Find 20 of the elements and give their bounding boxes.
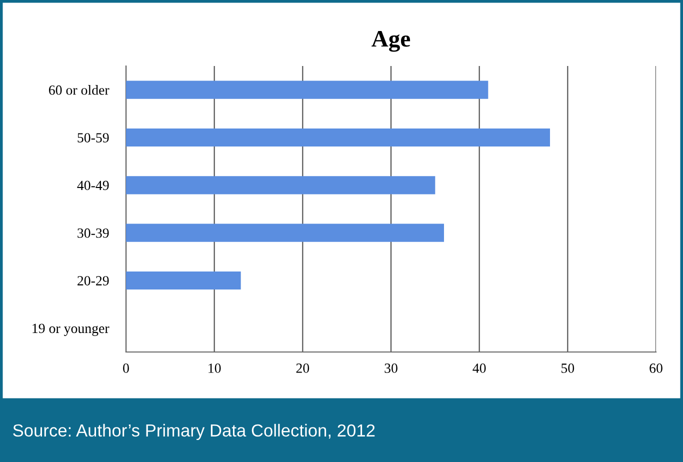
y-tick-label: 20-29: [78, 276, 109, 286]
x-tick-label: 60: [650, 364, 662, 373]
bar: [126, 80, 488, 99]
bar: [126, 176, 436, 194]
x-tick-label: 30: [384, 364, 398, 373]
source-note: Source: Author’s Primary Data Collection, 2012: [13, 424, 375, 440]
x-tick-label: 40: [472, 364, 486, 373]
y-tick-label: 60 or older: [48, 85, 110, 95]
x-tick-label: 50: [562, 364, 574, 373]
y-tick-label: 30-39: [78, 228, 109, 238]
y-tick-label: 40-49: [77, 180, 109, 190]
y-tick-label: 19 or younger: [32, 324, 110, 336]
chart-title: Age: [372, 30, 410, 52]
y-tick-label: 50-59: [78, 133, 109, 142]
x-tick-label: 0: [123, 364, 129, 373]
x-tick-label: 20: [296, 364, 310, 373]
bar: [126, 224, 444, 242]
x-tick-label: 10: [208, 364, 221, 373]
bar: [126, 271, 241, 290]
bar: [126, 128, 550, 147]
